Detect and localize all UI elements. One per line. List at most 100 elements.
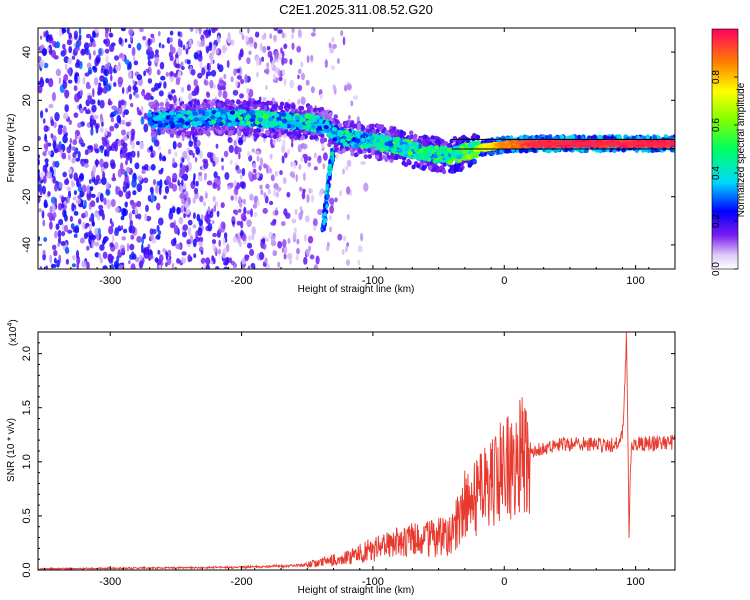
noise-mark <box>113 82 117 87</box>
noise-mark <box>120 139 125 144</box>
noise-mark <box>346 214 350 220</box>
noise-mark <box>217 35 220 44</box>
noise-mark <box>130 234 135 240</box>
ridge-mark <box>523 135 529 140</box>
noise-mark <box>248 36 254 45</box>
noise-mark <box>263 192 267 199</box>
noise-mark <box>223 150 229 158</box>
noise-mark <box>132 55 136 62</box>
noise-mark <box>69 215 73 222</box>
noise-mark <box>142 35 147 41</box>
noise-mark <box>150 152 154 158</box>
noise-mark <box>41 210 45 219</box>
noise-mark <box>246 242 253 249</box>
noise-mark <box>49 166 54 171</box>
ridge-mark <box>169 104 174 109</box>
noise-mark <box>348 115 351 120</box>
noise-mark <box>102 171 106 181</box>
noise-mark <box>180 65 185 71</box>
noise-mark <box>67 229 73 234</box>
noise-mark <box>148 254 154 260</box>
noise-mark <box>137 150 140 158</box>
noise-mark <box>346 159 352 167</box>
ridge-mark <box>486 150 492 155</box>
noise-mark <box>328 42 332 49</box>
noise-mark <box>353 95 359 100</box>
noise-mark <box>99 99 105 109</box>
branch-mark <box>322 224 326 230</box>
noise-mark <box>169 30 174 36</box>
noise-mark <box>153 178 156 186</box>
noise-mark <box>230 195 234 201</box>
noise-mark <box>273 34 277 43</box>
ridge-mark <box>458 167 463 173</box>
ridge-mark <box>265 131 270 137</box>
noise-mark <box>229 182 234 189</box>
ridge-mark <box>230 125 236 131</box>
noise-mark <box>246 87 250 94</box>
noise-mark <box>187 219 193 226</box>
noise-mark <box>198 218 203 227</box>
noise-mark <box>203 79 207 86</box>
noise-mark <box>92 31 96 38</box>
noise-mark <box>237 232 241 238</box>
ridge-mark <box>544 135 550 140</box>
noise-mark <box>172 140 177 150</box>
noise-mark <box>234 145 240 155</box>
noise-mark <box>296 238 300 245</box>
noise-mark <box>177 70 181 77</box>
ridge-mark <box>384 157 389 163</box>
noise-mark <box>113 109 118 116</box>
ridge-mark <box>413 133 418 139</box>
noise-mark <box>60 241 66 246</box>
noise-mark <box>198 236 204 242</box>
noise-mark <box>98 82 102 87</box>
noise-mark <box>138 254 143 261</box>
noise-mark <box>140 116 145 125</box>
noise-mark <box>127 85 132 93</box>
noise-mark <box>282 57 288 64</box>
noise-mark <box>121 119 126 125</box>
noise-mark <box>284 152 288 159</box>
noise-mark <box>250 262 256 269</box>
noise-mark <box>111 221 114 228</box>
ridge-mark <box>432 167 437 172</box>
noise-mark <box>93 77 99 86</box>
noise-mark <box>295 254 299 261</box>
noise-mark <box>88 230 92 236</box>
noise-mark <box>65 177 69 185</box>
noise-mark <box>69 138 73 144</box>
noise-mark <box>207 151 212 159</box>
ridge-mark <box>644 147 649 153</box>
noise-mark <box>118 37 123 45</box>
noise-mark <box>265 68 270 75</box>
noise-mark <box>248 170 253 180</box>
noise-mark <box>136 141 140 146</box>
noise-mark <box>187 227 192 237</box>
ridge-mark <box>272 134 278 140</box>
noise-mark <box>73 211 79 216</box>
noise-mark <box>71 255 76 261</box>
noise-mark <box>66 195 70 204</box>
noise-mark <box>239 48 244 58</box>
noise-mark <box>120 215 125 221</box>
noise-mark <box>171 262 175 269</box>
noise-mark <box>124 201 128 208</box>
noise-mark <box>116 255 119 263</box>
noise-mark <box>171 206 176 214</box>
noise-mark <box>346 186 351 195</box>
branch-mark <box>330 151 334 157</box>
noise-mark <box>300 61 304 68</box>
noise-mark <box>224 172 230 180</box>
ridge-mark <box>154 101 160 107</box>
noise-mark <box>248 50 252 55</box>
noise-mark <box>99 127 104 133</box>
ridge-mark <box>227 131 233 137</box>
ridge-mark <box>584 147 589 153</box>
noise-mark <box>66 28 70 35</box>
noise-mark <box>254 31 260 38</box>
noise-mark <box>299 186 303 192</box>
noise-mark <box>53 121 57 128</box>
noise-mark <box>45 162 49 167</box>
noise-mark <box>283 78 287 86</box>
